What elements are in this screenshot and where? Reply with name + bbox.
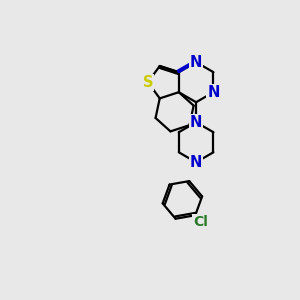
Text: N: N <box>190 55 202 70</box>
Text: N: N <box>190 115 202 130</box>
Text: N: N <box>207 85 220 100</box>
Text: S: S <box>143 75 153 90</box>
Text: Cl: Cl <box>193 215 208 229</box>
Text: N: N <box>190 155 202 170</box>
